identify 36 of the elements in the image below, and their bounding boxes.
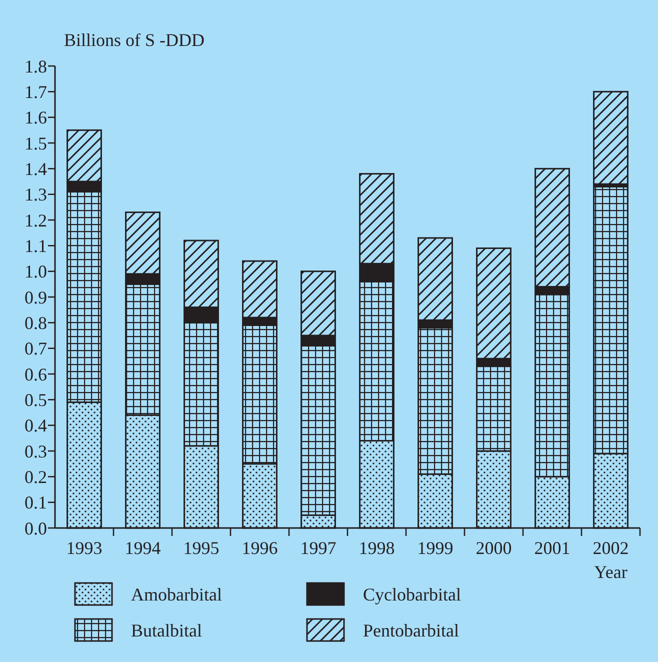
- y-tick-label: 1.8: [24, 56, 47, 76]
- y-tick-label: 1.7: [24, 82, 47, 102]
- bar: [593, 90, 628, 185]
- x-tick-label: 1997: [300, 538, 336, 558]
- y-tick-label: 1.0: [24, 262, 47, 282]
- x-axis-title: Year: [594, 562, 628, 582]
- y-tick-label: 1.6: [24, 108, 47, 128]
- y-tick-label: 0.7: [24, 338, 47, 359]
- x-tick-label: 1999: [417, 538, 454, 558]
- y-tick-label: 0.2: [24, 466, 47, 487]
- y-tick-label: 0.3: [24, 441, 47, 462]
- x-tick-label: 1993: [66, 538, 102, 558]
- y-tick-label: 0.6: [24, 364, 47, 384]
- y-axis-title: Billions of S -DDD: [64, 30, 205, 50]
- x-tick-label: 1994: [124, 538, 161, 558]
- x-tick-label: 2001: [534, 538, 570, 558]
- x-tick-label: 2000: [476, 538, 512, 558]
- y-tick-label: 1.2: [24, 210, 47, 230]
- y-tick-label: 1.4: [24, 158, 47, 179]
- y-tick-label: 0.5: [24, 390, 47, 410]
- y-tick-label: 0.9: [24, 287, 47, 308]
- legend-label: Pentobarbital: [363, 620, 459, 640]
- legend-label: Amobarbital: [131, 584, 222, 604]
- y-tick-label: 0.1: [24, 492, 47, 513]
- y-tick-label: 0.4: [24, 416, 47, 436]
- legend-label: Butalbital: [131, 620, 202, 640]
- y-tick-label: 0.8: [24, 312, 47, 333]
- y-tick-label: 1.3: [24, 184, 47, 205]
- y-tick-label: 0.0: [24, 518, 47, 538]
- x-tick-label: 1995: [183, 538, 220, 558]
- y-tick-label: 1.5: [24, 133, 47, 154]
- y-tick-label: 1.1: [24, 236, 47, 256]
- legend-label: Cyclobarbital: [363, 584, 461, 604]
- x-tick-label: 1996: [242, 538, 278, 558]
- x-tick-label: 2002: [592, 538, 629, 558]
- x-tick-label: 1998: [358, 538, 395, 558]
